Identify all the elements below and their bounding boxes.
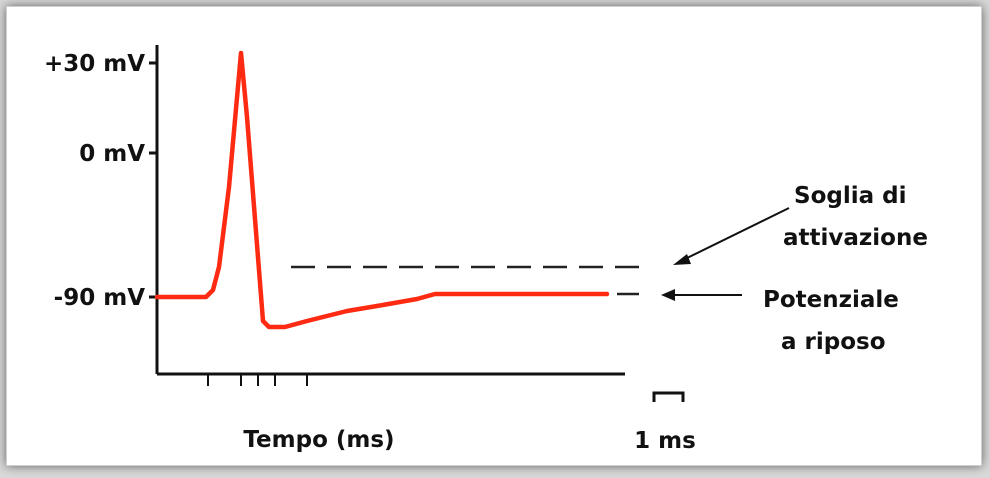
diagram-frame: +30 mV 0 mV -90 mV 1 ms Tempo (ms) Sogli…: [6, 6, 982, 466]
resting-label-line-2: a riposo: [781, 329, 886, 355]
threshold-arrow-head: [673, 254, 691, 265]
x-axis-label: Tempo (ms): [243, 427, 394, 453]
scale-bar-label: 1 ms: [634, 428, 696, 454]
threshold-arrow-line: [682, 207, 790, 261]
action-potential-diagram: +30 mV 0 mV -90 mV 1 ms Tempo (ms) Sogli…: [44, 45, 928, 454]
threshold-label-line-1: Soglia di: [794, 183, 906, 209]
resting-label-line-1: Potenziale: [763, 287, 899, 313]
action-potential-trace: [154, 50, 610, 330]
threshold-label-line-2: attivazione: [783, 225, 928, 251]
scale-bar: [652, 391, 685, 402]
y-tick-label-minus90: -90 mV: [54, 285, 146, 311]
y-tick-label-30: +30 mV: [44, 51, 145, 77]
y-tick-label-0: 0 mV: [79, 141, 145, 167]
resting-arrow-head: [661, 289, 675, 301]
